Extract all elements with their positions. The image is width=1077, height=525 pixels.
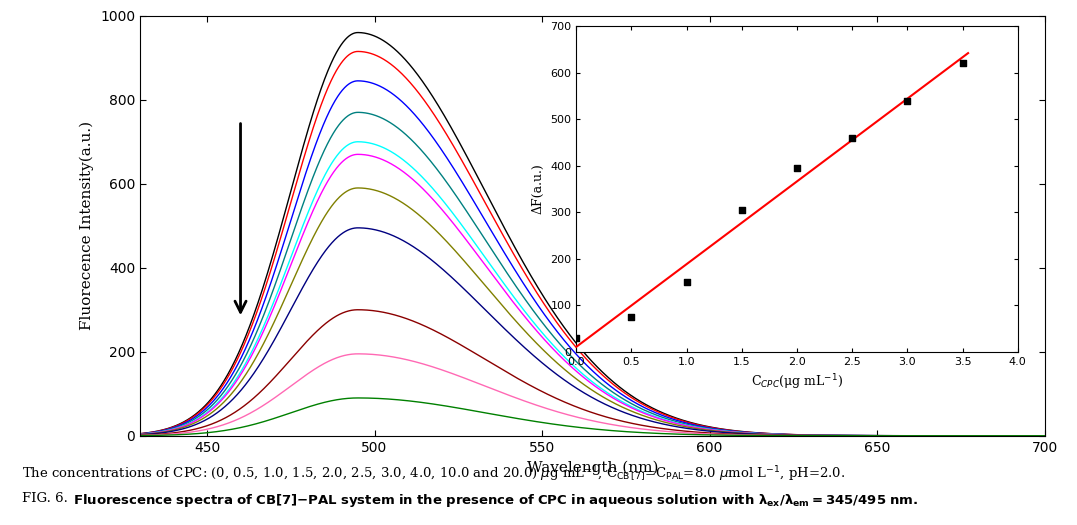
X-axis label: Wavelength (nm): Wavelength (nm) (527, 460, 658, 475)
Text: FIG. 6.: FIG. 6. (22, 492, 72, 506)
Point (679, 278, 696, 286)
Text: $\mathbf{Fluorescence\ spectra\ of\ CB[7]{-}PAL\ system\ in\ the\ presence\ of\ : $\mathbf{Fluorescence\ spectra\ of\ CB[7… (73, 492, 919, 509)
Y-axis label: ΔF(a.u.): ΔF(a.u.) (532, 164, 545, 214)
Point (733, 206, 751, 214)
Point (623, 313, 640, 321)
Point (898, 97, 915, 105)
Text: The concentrations of CPC: (0, 0.5, 1.0, 1.5, 2.0, 2.5, 3.0, 4.0, 10.0 and 20.0): The concentrations of CPC: (0, 0.5, 1.0,… (22, 465, 844, 484)
Point (954, 59, 971, 68)
Point (788, 164, 806, 172)
Point (568, 333, 585, 342)
Y-axis label: Fluorecence Intensity(a.u.): Fluorecence Intensity(a.u.) (80, 121, 95, 330)
X-axis label: C$_{CPC}$(μg mL$^{-1}$): C$_{CPC}$(μg mL$^{-1}$) (751, 372, 843, 392)
Point (843, 134, 861, 142)
